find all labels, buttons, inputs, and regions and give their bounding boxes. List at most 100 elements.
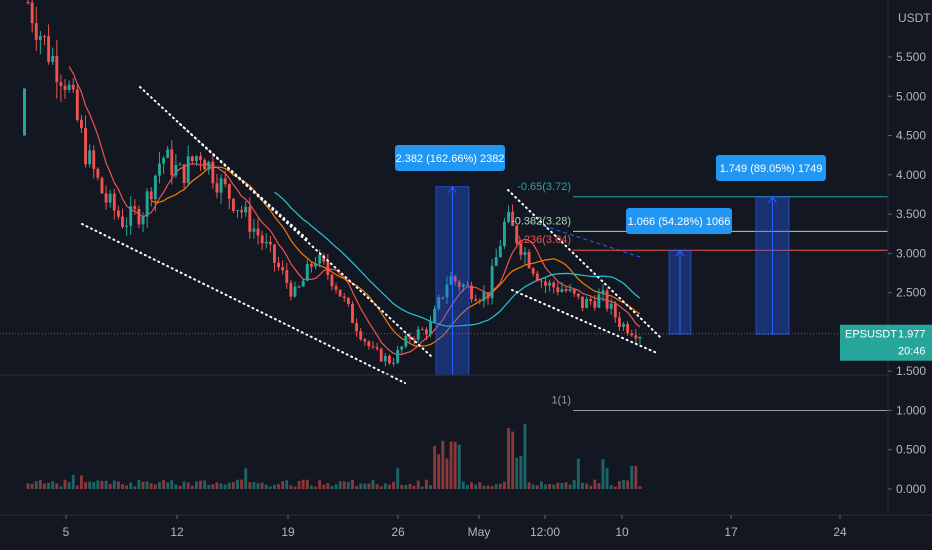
candle-body	[568, 289, 572, 291]
candle-body	[211, 161, 215, 184]
candle-body	[638, 337, 642, 339]
candle-body	[264, 241, 268, 244]
volume-bar	[162, 479, 166, 489]
volume-bar	[199, 480, 202, 489]
volume-bar	[182, 481, 186, 489]
volume-bar	[589, 485, 593, 489]
candle-body	[125, 225, 129, 227]
volume-bar	[84, 482, 87, 489]
candle-body	[400, 346, 404, 350]
volume-bar	[71, 474, 75, 489]
y-tick-label: 5.500	[896, 50, 926, 64]
candle-body	[129, 206, 133, 226]
candle-body	[490, 265, 494, 299]
candle-body	[47, 36, 51, 62]
volume-bar	[75, 485, 79, 489]
volume-bar	[379, 486, 383, 489]
volume-bar	[572, 480, 576, 489]
volume-bar	[441, 440, 445, 489]
volume-bar	[466, 484, 469, 489]
volume-bar	[281, 481, 285, 489]
currency-label: USDT	[898, 11, 931, 25]
ma-red-line	[68, 66, 641, 355]
candle-body	[137, 208, 141, 225]
volume-bar	[355, 485, 359, 489]
candle-body	[609, 303, 613, 309]
volume-bar	[88, 481, 92, 489]
volume-bar	[285, 480, 289, 489]
candle-body	[437, 297, 441, 309]
candle-body	[634, 335, 638, 339]
candle-body	[544, 281, 547, 286]
volume-bar	[392, 481, 395, 489]
candle-body	[461, 284, 465, 287]
candle-body	[572, 289, 576, 294]
volume-bar	[268, 486, 272, 489]
volume-bar	[548, 484, 552, 489]
price-axis: 5.500 5.000 4.500 4.000 3.500 3.000 2.500 1.500…	[0, 0, 932, 516]
volume-bar	[104, 480, 108, 489]
candle-body	[457, 281, 461, 287]
y-tick-label: 3.500	[896, 207, 926, 221]
candle-body	[67, 84, 71, 90]
candle-body	[617, 317, 621, 327]
volume-bar	[252, 481, 256, 489]
candle-body	[281, 267, 285, 271]
volume-bar	[194, 481, 198, 489]
candle-body	[207, 161, 211, 170]
candle-body	[80, 119, 83, 128]
candle-body	[256, 228, 260, 236]
candle-body	[293, 286, 297, 297]
volume-bar	[203, 480, 207, 489]
candle-body	[71, 84, 75, 90]
trendline-dotted	[179, 123, 309, 241]
volume-bar	[236, 479, 239, 489]
y-tick-label: 1.000	[896, 403, 926, 417]
volume-bar	[326, 482, 330, 489]
volume-bar	[474, 484, 478, 489]
candle-body	[482, 292, 486, 301]
volume-bar	[59, 486, 63, 489]
fib-level-label: 0.236(3.04)	[515, 234, 571, 246]
volume-bar	[490, 486, 494, 489]
volume-bar	[519, 455, 523, 489]
volume-bar	[100, 480, 104, 489]
candle-body	[297, 286, 301, 288]
volume-bar	[55, 483, 59, 489]
volume-bar	[80, 475, 83, 489]
volume-bar	[141, 481, 145, 489]
trendline-dotted	[511, 289, 658, 354]
candle-body	[309, 263, 313, 267]
y-tick-label: 0.500	[896, 443, 926, 457]
candle-body	[215, 183, 219, 193]
measure-boxes: 2.382 (162.66%) 2382 1.066 (54.28%) 1066 1…	[395, 145, 826, 376]
y-tick-label: 2.500	[896, 286, 926, 300]
volume-bar	[556, 482, 560, 489]
volume-bar	[322, 484, 326, 489]
volume-bar	[293, 486, 297, 489]
volume-bar	[149, 483, 153, 489]
x-tick-label: 12:00	[530, 525, 560, 539]
volume-bar	[34, 481, 38, 489]
time-axis: 5 12 19 26 May 12:00 10 17 24	[63, 515, 847, 539]
volume-bar	[585, 483, 588, 489]
volume-bar	[523, 423, 527, 489]
volume-bar	[535, 485, 539, 489]
measure-label-box	[716, 155, 826, 181]
volume-bar	[334, 484, 338, 489]
volume-bar	[404, 485, 408, 489]
volume-bar	[273, 484, 276, 489]
candle-body	[244, 206, 248, 213]
volume-bar	[617, 481, 621, 489]
volume-bar	[256, 483, 260, 489]
volume-bar	[622, 480, 625, 489]
volume-bar	[121, 484, 124, 489]
volume-bar	[453, 441, 457, 489]
volume-bar	[153, 484, 157, 489]
ma-cyan-line	[274, 191, 641, 327]
candle-body	[268, 241, 272, 245]
candle-body	[166, 149, 170, 158]
volume-bar	[560, 482, 564, 489]
volume-bar	[125, 485, 129, 489]
